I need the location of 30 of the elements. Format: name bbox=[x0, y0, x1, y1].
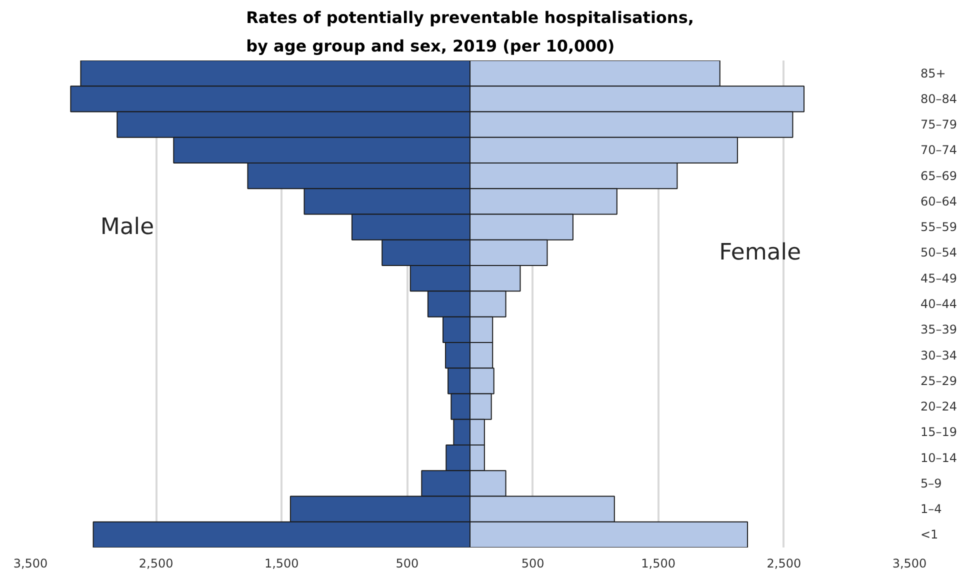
y-tick-label: 5–9 bbox=[920, 476, 942, 490]
y-tick-label: 50–54 bbox=[920, 246, 958, 260]
y-tick-label: 55–59 bbox=[920, 220, 958, 234]
x-tick-label: 2,500 bbox=[138, 556, 174, 570]
y-tick-label: 10–14 bbox=[920, 450, 958, 465]
y-tick-label: 1–4 bbox=[920, 502, 942, 516]
y-tick-label: 40–44 bbox=[920, 297, 958, 311]
y-tick-label: 85+ bbox=[920, 66, 946, 80]
y-tick-label: 75–79 bbox=[920, 118, 958, 132]
y-tick-label: 20–24 bbox=[920, 400, 958, 414]
x-tick-label: 1,500 bbox=[264, 556, 299, 570]
y-tick-label: <1 bbox=[920, 528, 938, 542]
y-tick-label: 25–29 bbox=[920, 374, 958, 388]
x-tick-label: 3,500 bbox=[892, 556, 927, 570]
y-tick-label: 65–69 bbox=[920, 168, 958, 183]
text: Male bbox=[100, 214, 154, 240]
x-tick-label: 2,500 bbox=[766, 556, 802, 570]
y-tick-label: 15–19 bbox=[920, 425, 958, 440]
y-tick-label: 60–64 bbox=[920, 194, 958, 208]
x-tick-label: 3,500 bbox=[13, 556, 48, 570]
chart-title: Rates of potentially preventable hospitalisations, by age group and sex, 2019 (per 10,000) bbox=[246, 8, 694, 56]
text: Female bbox=[719, 240, 802, 266]
y-tick-label: 45–49 bbox=[920, 271, 958, 286]
x-tick-label: 500 bbox=[521, 556, 544, 570]
y-tick-label: 30–34 bbox=[920, 348, 958, 362]
y-tick-label: 70–74 bbox=[920, 143, 958, 158]
x-tick-label: 500 bbox=[396, 556, 419, 570]
y-tick-label: 80–84 bbox=[920, 92, 958, 106]
x-tick-label: 1,500 bbox=[641, 556, 676, 570]
y-tick-label: 35–39 bbox=[920, 322, 958, 337]
